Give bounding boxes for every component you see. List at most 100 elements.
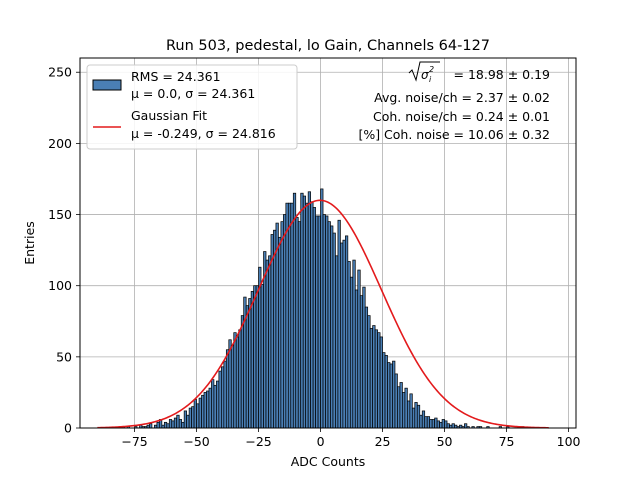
histogram-bar [297, 221, 302, 429]
histogram-bar [260, 283, 264, 429]
histogram-bar [221, 366, 225, 429]
histogram-bar [275, 222, 279, 429]
histogram-bar [429, 419, 433, 429]
histogram-bar [216, 380, 220, 429]
histogram-bar [163, 421, 168, 429]
x-axis-label: ADC Counts [291, 454, 366, 469]
histogram-bar [315, 215, 319, 429]
histogram-bar [325, 215, 329, 429]
histogram-bar [235, 336, 240, 429]
histogram-bar [310, 201, 314, 429]
histogram-bar [292, 192, 297, 429]
y-tick-label: 0 [64, 421, 72, 436]
histogram-bar [186, 414, 190, 429]
histogram-bar [268, 255, 272, 429]
sigma-symbol: σ [421, 68, 429, 82]
histogram-bar [228, 339, 232, 429]
histogram-bar [312, 207, 316, 429]
legend: RMS = 24.361 μ = 0.0, σ = 24.361 Gaussia… [86, 64, 298, 150]
histogram-bar [446, 423, 450, 429]
sqrt-sigma-formula: σ 2 i [408, 61, 440, 84]
annotation-sqrt-sigma: = 18.98 ± 0.19 [454, 67, 551, 82]
histogram-bar [426, 416, 431, 429]
histogram-bar [203, 392, 207, 429]
histogram-bar [166, 423, 170, 429]
y-axis-label: Entries [22, 221, 37, 265]
legend-histogram-stats: μ = 0.0, σ = 24.361 [131, 86, 255, 101]
histogram-bar [278, 236, 282, 429]
histogram-bar [327, 221, 331, 429]
histogram-bar [300, 192, 304, 429]
annotation-avg-noise: Avg. noise/ch = 2.37 ± 0.02 [374, 90, 550, 105]
histogram-bar [250, 291, 254, 429]
sigma-subscript: i [429, 75, 432, 84]
histogram-bar [181, 421, 185, 429]
histogram-bar [392, 360, 396, 429]
histogram-bar [238, 329, 242, 429]
histogram-bar [411, 407, 416, 429]
histogram-bar [407, 400, 411, 429]
histogram-bar [253, 285, 257, 429]
histogram-bar [421, 410, 426, 429]
histogram-bar [248, 298, 252, 429]
histogram-bar [240, 315, 245, 429]
histogram-bar [409, 393, 413, 429]
histogram-bar [302, 195, 307, 429]
histogram-bar [283, 214, 287, 429]
x-tick-label: −75 [121, 434, 147, 449]
x-tick-label: −50 [183, 434, 209, 449]
histogram-bar [441, 419, 445, 429]
sigma-exponent: 2 [429, 65, 434, 74]
histogram-bar [171, 420, 175, 429]
histogram-bar [342, 239, 346, 429]
histogram-bar [305, 202, 309, 429]
x-tick-label: 0 [317, 434, 325, 449]
histogram-bar [193, 399, 197, 429]
gaussian-fit-line [97, 199, 549, 429]
histogram-bar [223, 360, 227, 429]
histogram-bar [320, 188, 324, 429]
histogram-bar [364, 306, 369, 429]
y-tick-label: 50 [56, 349, 72, 364]
histogram-bar [230, 345, 235, 429]
histogram-bar [188, 407, 192, 429]
histogram-bar [404, 387, 408, 429]
histogram-bar [340, 242, 344, 429]
histogram-bar [258, 266, 262, 429]
y-tick-label: 100 [48, 278, 72, 293]
histogram-bar [337, 219, 341, 429]
legend-box [86, 64, 298, 150]
histogram-bar [307, 191, 311, 429]
histogram-bar [374, 329, 378, 429]
histogram-bar [419, 414, 423, 429]
histogram-bar [332, 232, 336, 429]
y-tick-label: 200 [48, 136, 72, 151]
histogram-bar [265, 259, 269, 429]
x-tick-label: 75 [499, 434, 515, 449]
histogram-bar [285, 202, 289, 429]
histogram-bar [287, 202, 292, 429]
histogram-bar [389, 363, 393, 429]
histogram-bar [439, 421, 443, 429]
histogram-bar [245, 305, 249, 429]
histogram-bar [206, 390, 210, 429]
histogram-bar [295, 217, 299, 429]
legend-fit-stats: μ = -0.249, σ = 24.816 [131, 126, 276, 141]
legend-fit-label: Gaussian Fit [131, 108, 207, 123]
histogram-bar [349, 276, 354, 429]
histogram-bar [387, 362, 391, 429]
histogram-bar [369, 328, 373, 429]
histogram-bar [357, 269, 361, 429]
histogram-bar [451, 423, 455, 429]
histogram-bar [211, 379, 215, 429]
histogram-bar [196, 403, 200, 429]
histogram-bar [377, 332, 381, 429]
chart-title: Run 503, pedestal, lo Gain, Channels 64-… [166, 38, 490, 54]
y-tick-label: 250 [48, 65, 72, 80]
plot-frame [79, 57, 577, 429]
histogram-bar [464, 423, 468, 429]
histogram-bar [444, 420, 448, 429]
histogram-bar [416, 404, 421, 429]
y-axis-ticks: 0 50 100 150 200 250 [48, 65, 80, 436]
histogram-bar [176, 414, 180, 429]
